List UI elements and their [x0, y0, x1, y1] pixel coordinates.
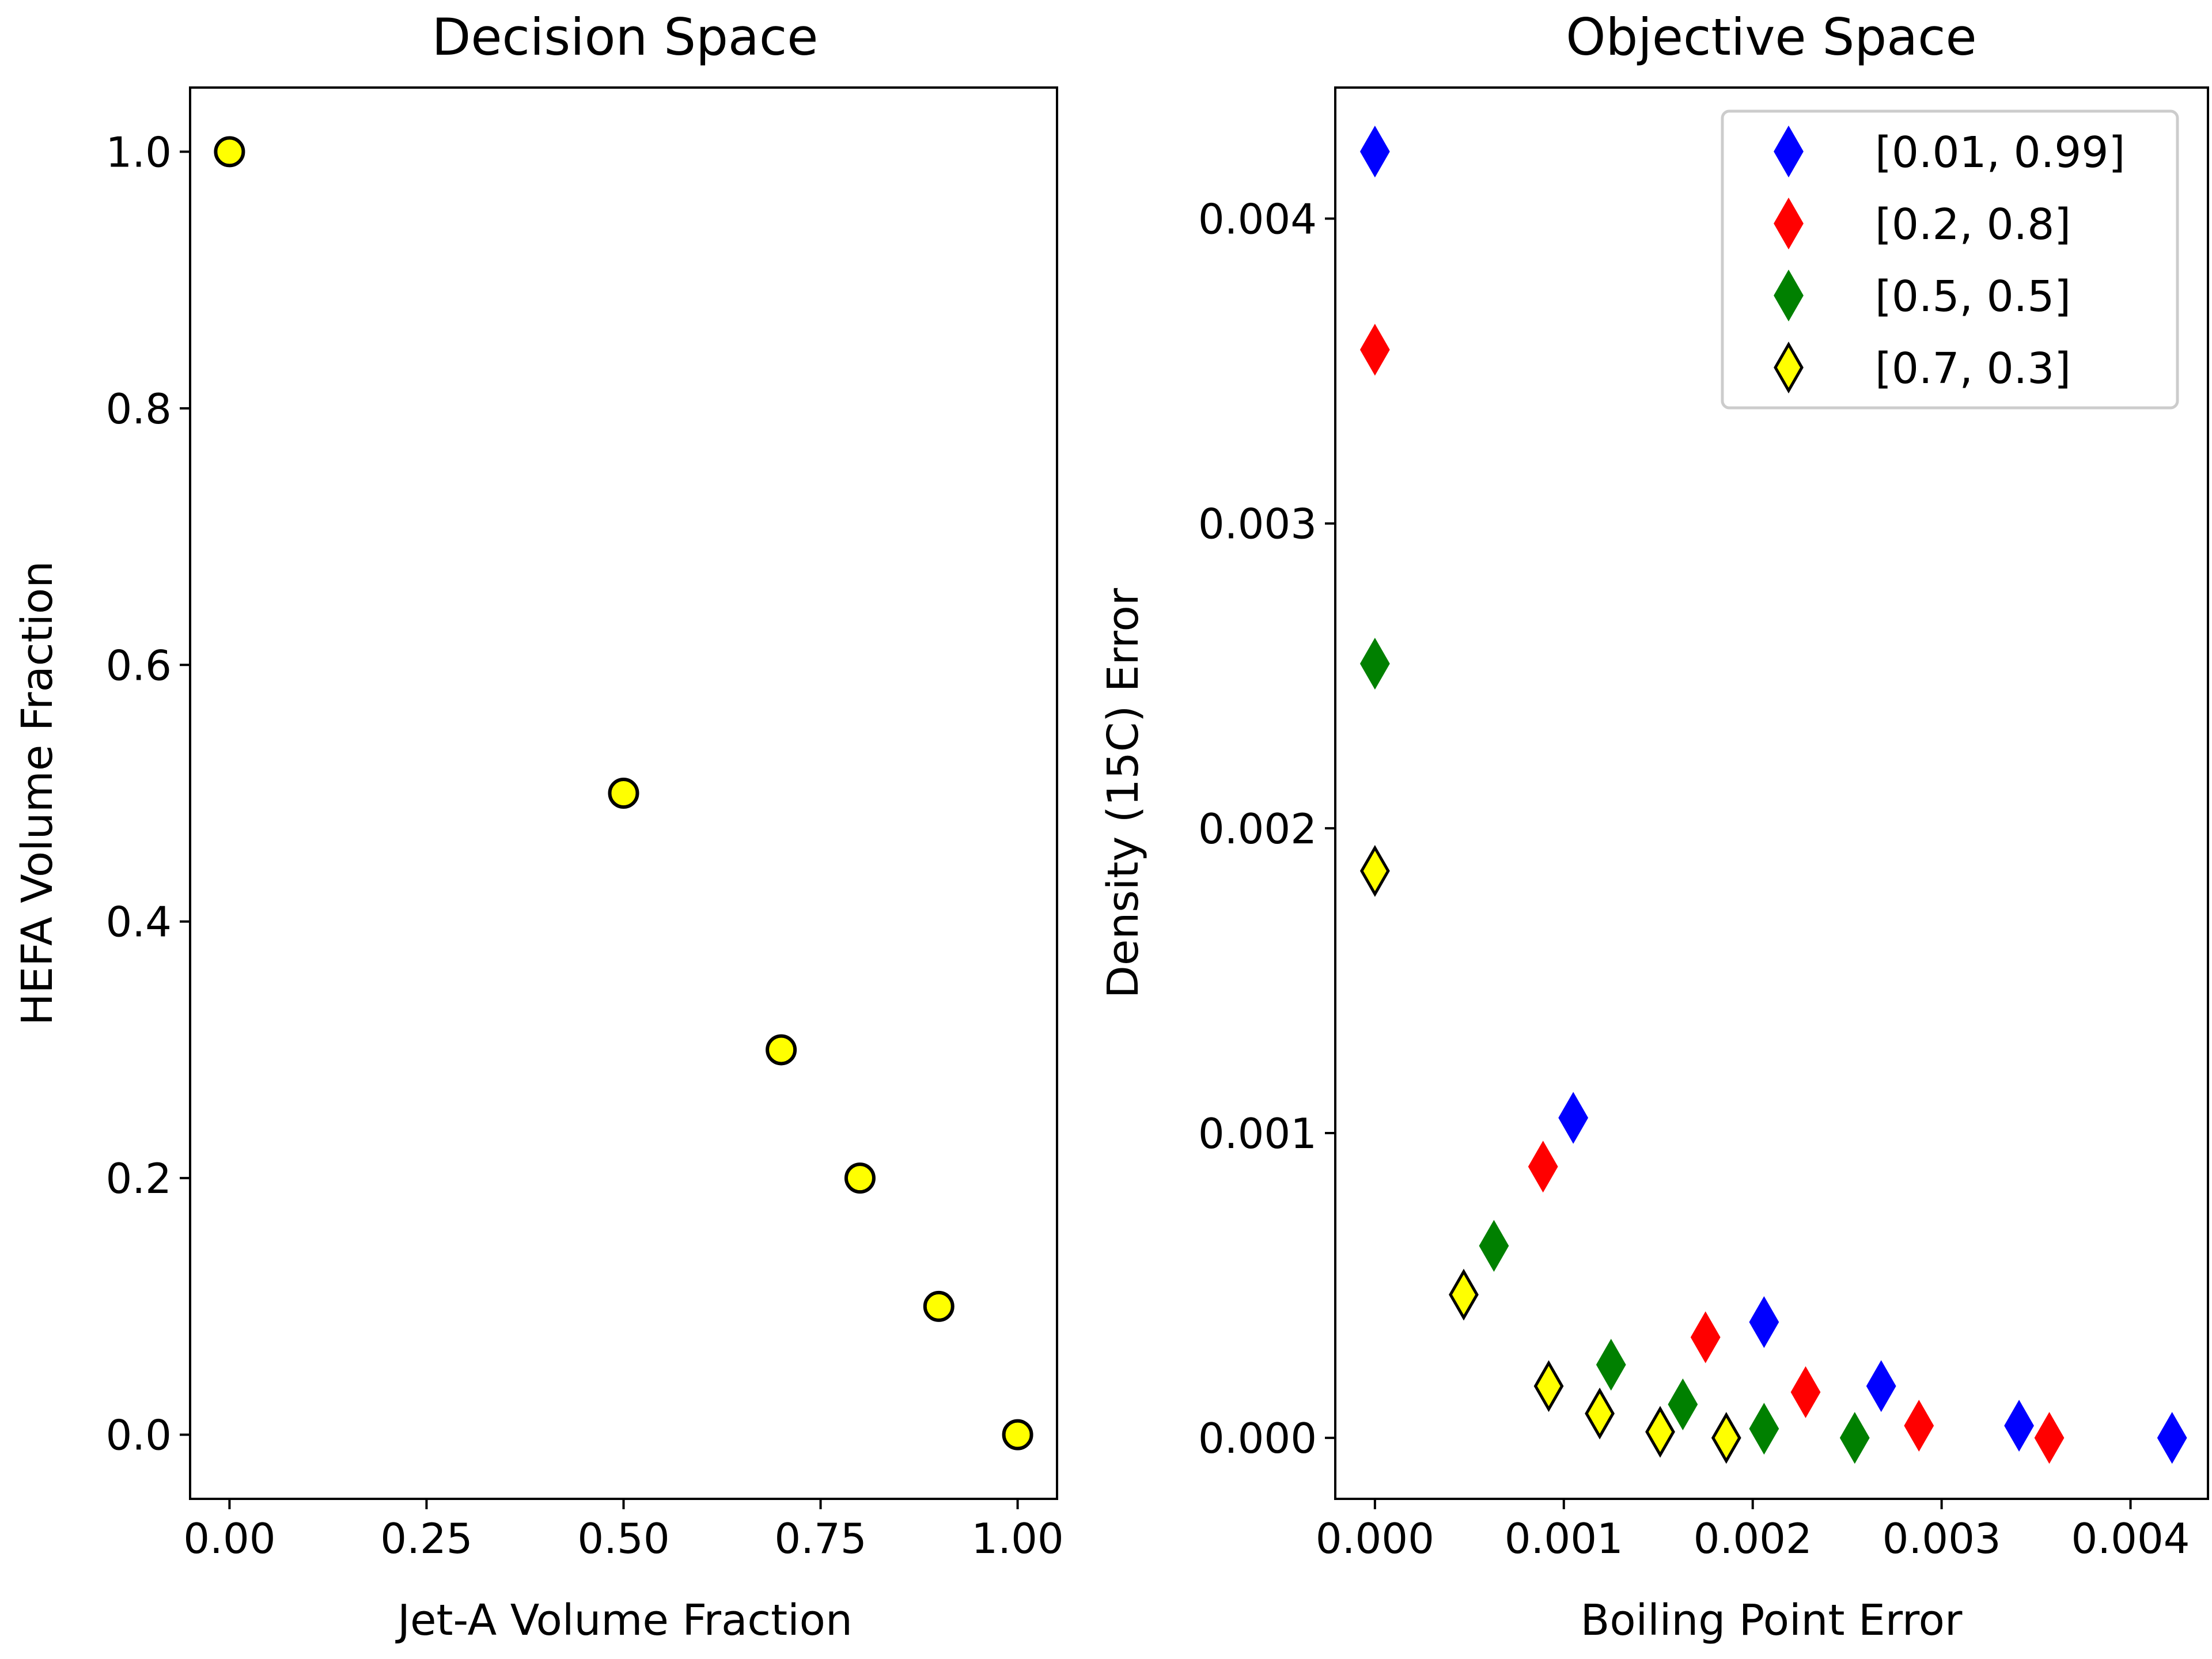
x-tick-label: 1.00 [971, 1514, 1063, 1563]
x-axis-label: Boiling Point Error [1581, 1596, 1963, 1645]
data-point [2004, 1399, 2034, 1452]
data-point [1359, 844, 1390, 897]
data-point [1790, 1366, 1821, 1418]
data-point [1528, 1141, 1558, 1193]
legend-label: [0.7, 0.3] [1875, 344, 2071, 393]
objective-space-chart: Objective Space Boiling Point Error Dens… [1099, 7, 2209, 1645]
chart-title: Decision Space [432, 7, 819, 67]
data-point [1359, 324, 1390, 376]
y-axis-label: Density (15C) Error [1099, 588, 1148, 998]
data-point [1585, 1387, 1615, 1440]
data-point [1668, 1378, 1698, 1430]
y-tick-label: 0.003 [1198, 500, 1317, 548]
y-tick-label: 0.0 [105, 1411, 172, 1460]
x-tick-label: 0.50 [577, 1514, 669, 1563]
data-point [2157, 1412, 2187, 1464]
y-tick-label: 1.0 [105, 128, 172, 176]
data-point [1596, 1339, 1626, 1391]
data-point [1904, 1399, 1934, 1452]
legend-label: [0.5, 0.5] [1875, 272, 2071, 321]
legend-label: [0.01, 0.99] [1875, 128, 2125, 177]
data-point [1839, 1412, 1870, 1464]
y-tick-label: 0.000 [1198, 1414, 1317, 1463]
y-tick-label: 0.002 [1198, 805, 1317, 853]
data-point [1359, 638, 1390, 690]
data-point [766, 1034, 797, 1066]
x-tick-label: 0.75 [774, 1514, 866, 1563]
legend: [0.01, 0.99] [0.2, 0.8] [0.5, 0.5] [0.7, 0.… [1721, 109, 2179, 410]
data-points [1359, 126, 2187, 1464]
data-point [1749, 1403, 1779, 1455]
y-axis-label: HEFA Volume Fraction [13, 561, 62, 1025]
y-tick-label: 0.001 [1198, 1109, 1317, 1158]
y-tick-label: 0.6 [105, 641, 172, 690]
data-point [2034, 1412, 2065, 1464]
axis-ticks: 0.000 0.001 0.002 0.003 0.004 0.000 0.001 0.002… [1198, 195, 2190, 1563]
data-point [1002, 1419, 1033, 1450]
legend-label: [0.2, 0.8] [1875, 200, 2071, 249]
y-tick-label: 0.2 [105, 1154, 172, 1203]
legend-marker [1774, 269, 1804, 322]
data-point [1866, 1360, 1896, 1412]
plot-frame [189, 86, 1058, 1500]
decision-space-chart: Decision Space Jet-A Volume Fraction HEF… [13, 7, 1064, 1645]
y-tick-label: 0.8 [105, 385, 172, 433]
x-tick-label: 0.001 [1505, 1514, 1623, 1563]
legend-box [1721, 109, 2179, 410]
data-point [1690, 1311, 1721, 1363]
chart-title: Objective Space [1566, 7, 1976, 67]
x-tick-label: 0.25 [380, 1514, 472, 1563]
data-point [608, 778, 639, 809]
data-point [1449, 1268, 1479, 1321]
legend-marker [1774, 125, 1804, 178]
legend-marker [1774, 341, 1804, 394]
data-point [923, 1290, 955, 1322]
data-point [1711, 1412, 1741, 1464]
data-point [1479, 1219, 1509, 1272]
x-tick-label: 0.004 [2071, 1514, 2190, 1563]
plot-frame [1334, 86, 2209, 1500]
x-tick-label: 0.002 [1694, 1514, 1812, 1563]
data-points [214, 136, 1033, 1450]
data-point [1533, 1360, 1564, 1412]
y-tick-label: 0.004 [1198, 195, 1317, 244]
data-point [1645, 1406, 1675, 1458]
x-tick-label: 0.00 [183, 1514, 275, 1563]
x-tick-label: 0.003 [1883, 1514, 2001, 1563]
legend-marker [1774, 197, 1804, 250]
y-tick-label: 0.4 [105, 898, 172, 946]
data-point [214, 136, 245, 168]
x-tick-label: 0.000 [1316, 1514, 1434, 1563]
x-axis-label: Jet-A Volume Fraction [395, 1596, 853, 1645]
data-point [1558, 1092, 1589, 1144]
data-point [1749, 1296, 1779, 1349]
axis-ticks: 0.00 0.25 0.50 0.75 1.00 0.0 0.2 0.4 0.6 0.8 1.0 [105, 128, 1063, 1563]
data-point [844, 1162, 876, 1194]
data-point [1359, 126, 1390, 178]
